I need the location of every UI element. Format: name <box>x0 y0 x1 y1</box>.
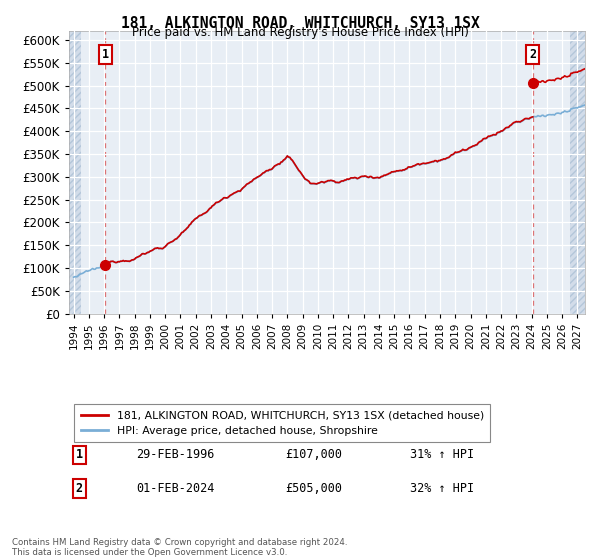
Text: 181, ALKINGTON ROAD, WHITCHURCH, SY13 1SX: 181, ALKINGTON ROAD, WHITCHURCH, SY13 1S… <box>121 16 479 31</box>
Text: Contains HM Land Registry data © Crown copyright and database right 2024.
This d: Contains HM Land Registry data © Crown c… <box>12 538 347 557</box>
Bar <box>570 31 585 314</box>
Text: 1: 1 <box>76 449 83 461</box>
Text: £505,000: £505,000 <box>286 482 343 496</box>
Text: 31% ↑ HPI: 31% ↑ HPI <box>410 449 473 461</box>
Text: 01-FEB-2024: 01-FEB-2024 <box>136 482 214 496</box>
Bar <box>69 31 81 314</box>
Text: 32% ↑ HPI: 32% ↑ HPI <box>410 482 473 496</box>
Text: £107,000: £107,000 <box>286 449 343 461</box>
Text: 1: 1 <box>102 48 109 62</box>
Legend: 181, ALKINGTON ROAD, WHITCHURCH, SY13 1SX (detached house), HPI: Average price, : 181, ALKINGTON ROAD, WHITCHURCH, SY13 1S… <box>74 404 490 442</box>
Text: Price paid vs. HM Land Registry's House Price Index (HPI): Price paid vs. HM Land Registry's House … <box>131 26 469 39</box>
Text: 29-FEB-1996: 29-FEB-1996 <box>136 449 214 461</box>
Text: 2: 2 <box>76 482 83 496</box>
Text: 2: 2 <box>529 48 536 62</box>
